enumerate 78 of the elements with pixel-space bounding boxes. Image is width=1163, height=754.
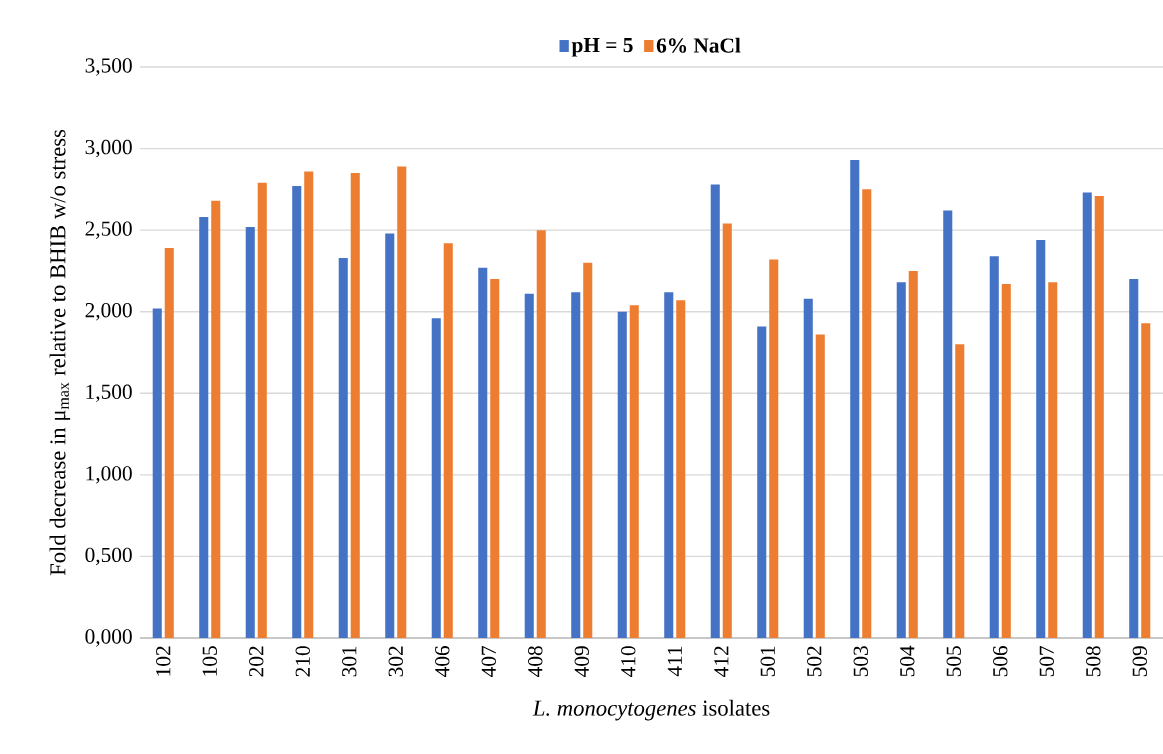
- bar: [304, 171, 314, 638]
- x-tick-label: 505: [946, 646, 961, 677]
- y-tick-label: 2,000: [85, 302, 132, 321]
- x-tick-label: 508: [1086, 646, 1101, 677]
- bar: [1141, 323, 1151, 638]
- bar: [803, 298, 813, 638]
- bar: [757, 326, 767, 638]
- bar: [292, 186, 302, 638]
- bar: [164, 248, 174, 638]
- x-tick-label: 105: [202, 646, 217, 676]
- bar: [257, 182, 267, 638]
- bar: [571, 292, 581, 638]
- bar: [862, 189, 872, 638]
- bar: [1094, 195, 1104, 638]
- bar: [1048, 282, 1058, 638]
- x-tick-label: 406: [435, 646, 450, 677]
- bar: [664, 292, 674, 638]
- bar: [1082, 192, 1092, 638]
- bar: [199, 217, 209, 638]
- bar: [955, 344, 965, 638]
- x-axis-title: L. monocytogenes isolates: [532, 699, 770, 721]
- bar: [152, 308, 162, 638]
- bar: [815, 334, 825, 638]
- bar: [524, 293, 534, 638]
- bar: [769, 259, 779, 638]
- bar: [211, 200, 221, 638]
- bar: [490, 279, 500, 638]
- bar: [583, 262, 593, 638]
- bar: [896, 282, 906, 638]
- y-tick-label: 1,000: [86, 466, 132, 484]
- x-tick-label: 503: [853, 646, 868, 677]
- bar: [617, 311, 627, 638]
- bar: [478, 267, 488, 638]
- bar: [245, 226, 255, 638]
- y-tick-label: 0,000: [85, 629, 132, 647]
- x-tick-label: 410: [621, 646, 636, 677]
- x-tick-label: 407: [481, 645, 496, 677]
- x-tick-label: 202: [249, 646, 264, 677]
- x-tick-label: 509: [1132, 646, 1147, 677]
- bar: [989, 256, 999, 638]
- x-tick-label: 210: [295, 646, 310, 677]
- y-tick-label: 3,500: [85, 58, 132, 76]
- y-tick-label: 0,500: [85, 547, 132, 566]
- legend-label: 6% NaCl: [656, 37, 741, 53]
- bar: [1001, 283, 1011, 638]
- bar: [338, 257, 348, 638]
- x-tick-label: 411: [667, 646, 682, 677]
- bar: [908, 270, 918, 638]
- bar: [385, 233, 395, 638]
- bar: [710, 184, 720, 638]
- x-tick-label: 501: [760, 646, 775, 677]
- x-tick-label: 412: [714, 646, 729, 677]
- bar: [629, 305, 639, 638]
- x-tick-label: 408: [528, 646, 543, 677]
- x-tick-label: 506: [993, 646, 1008, 677]
- x-tick-label: 504: [900, 645, 915, 677]
- bar: [1036, 239, 1046, 638]
- bar: [1129, 279, 1139, 638]
- x-tick-label: 409: [574, 646, 589, 677]
- bar: [676, 300, 686, 638]
- bar: [536, 230, 546, 638]
- x-tick-label: 502: [807, 646, 822, 677]
- y-tick-label: 3,000: [85, 139, 132, 158]
- x-tick-label: 301: [342, 646, 357, 677]
- bar: [850, 159, 860, 638]
- bar: [397, 166, 407, 638]
- bar: [431, 318, 441, 638]
- bar: [722, 223, 732, 638]
- x-tick-label: 302: [388, 646, 403, 677]
- bar: [350, 173, 360, 638]
- x-tick-label: 102: [156, 646, 171, 676]
- bar: [943, 210, 953, 638]
- y-tick-label: 2,500: [85, 221, 132, 239]
- y-axis-title: Fold decrease in μ$_{max}$ relative to BHIB w/o stress: [49, 129, 71, 576]
- legend-label: pH = 5: [571, 38, 633, 57]
- y-tick-label: 1,500: [86, 384, 132, 403]
- bar: [443, 243, 453, 638]
- x-tick-label: 507: [1039, 645, 1054, 677]
